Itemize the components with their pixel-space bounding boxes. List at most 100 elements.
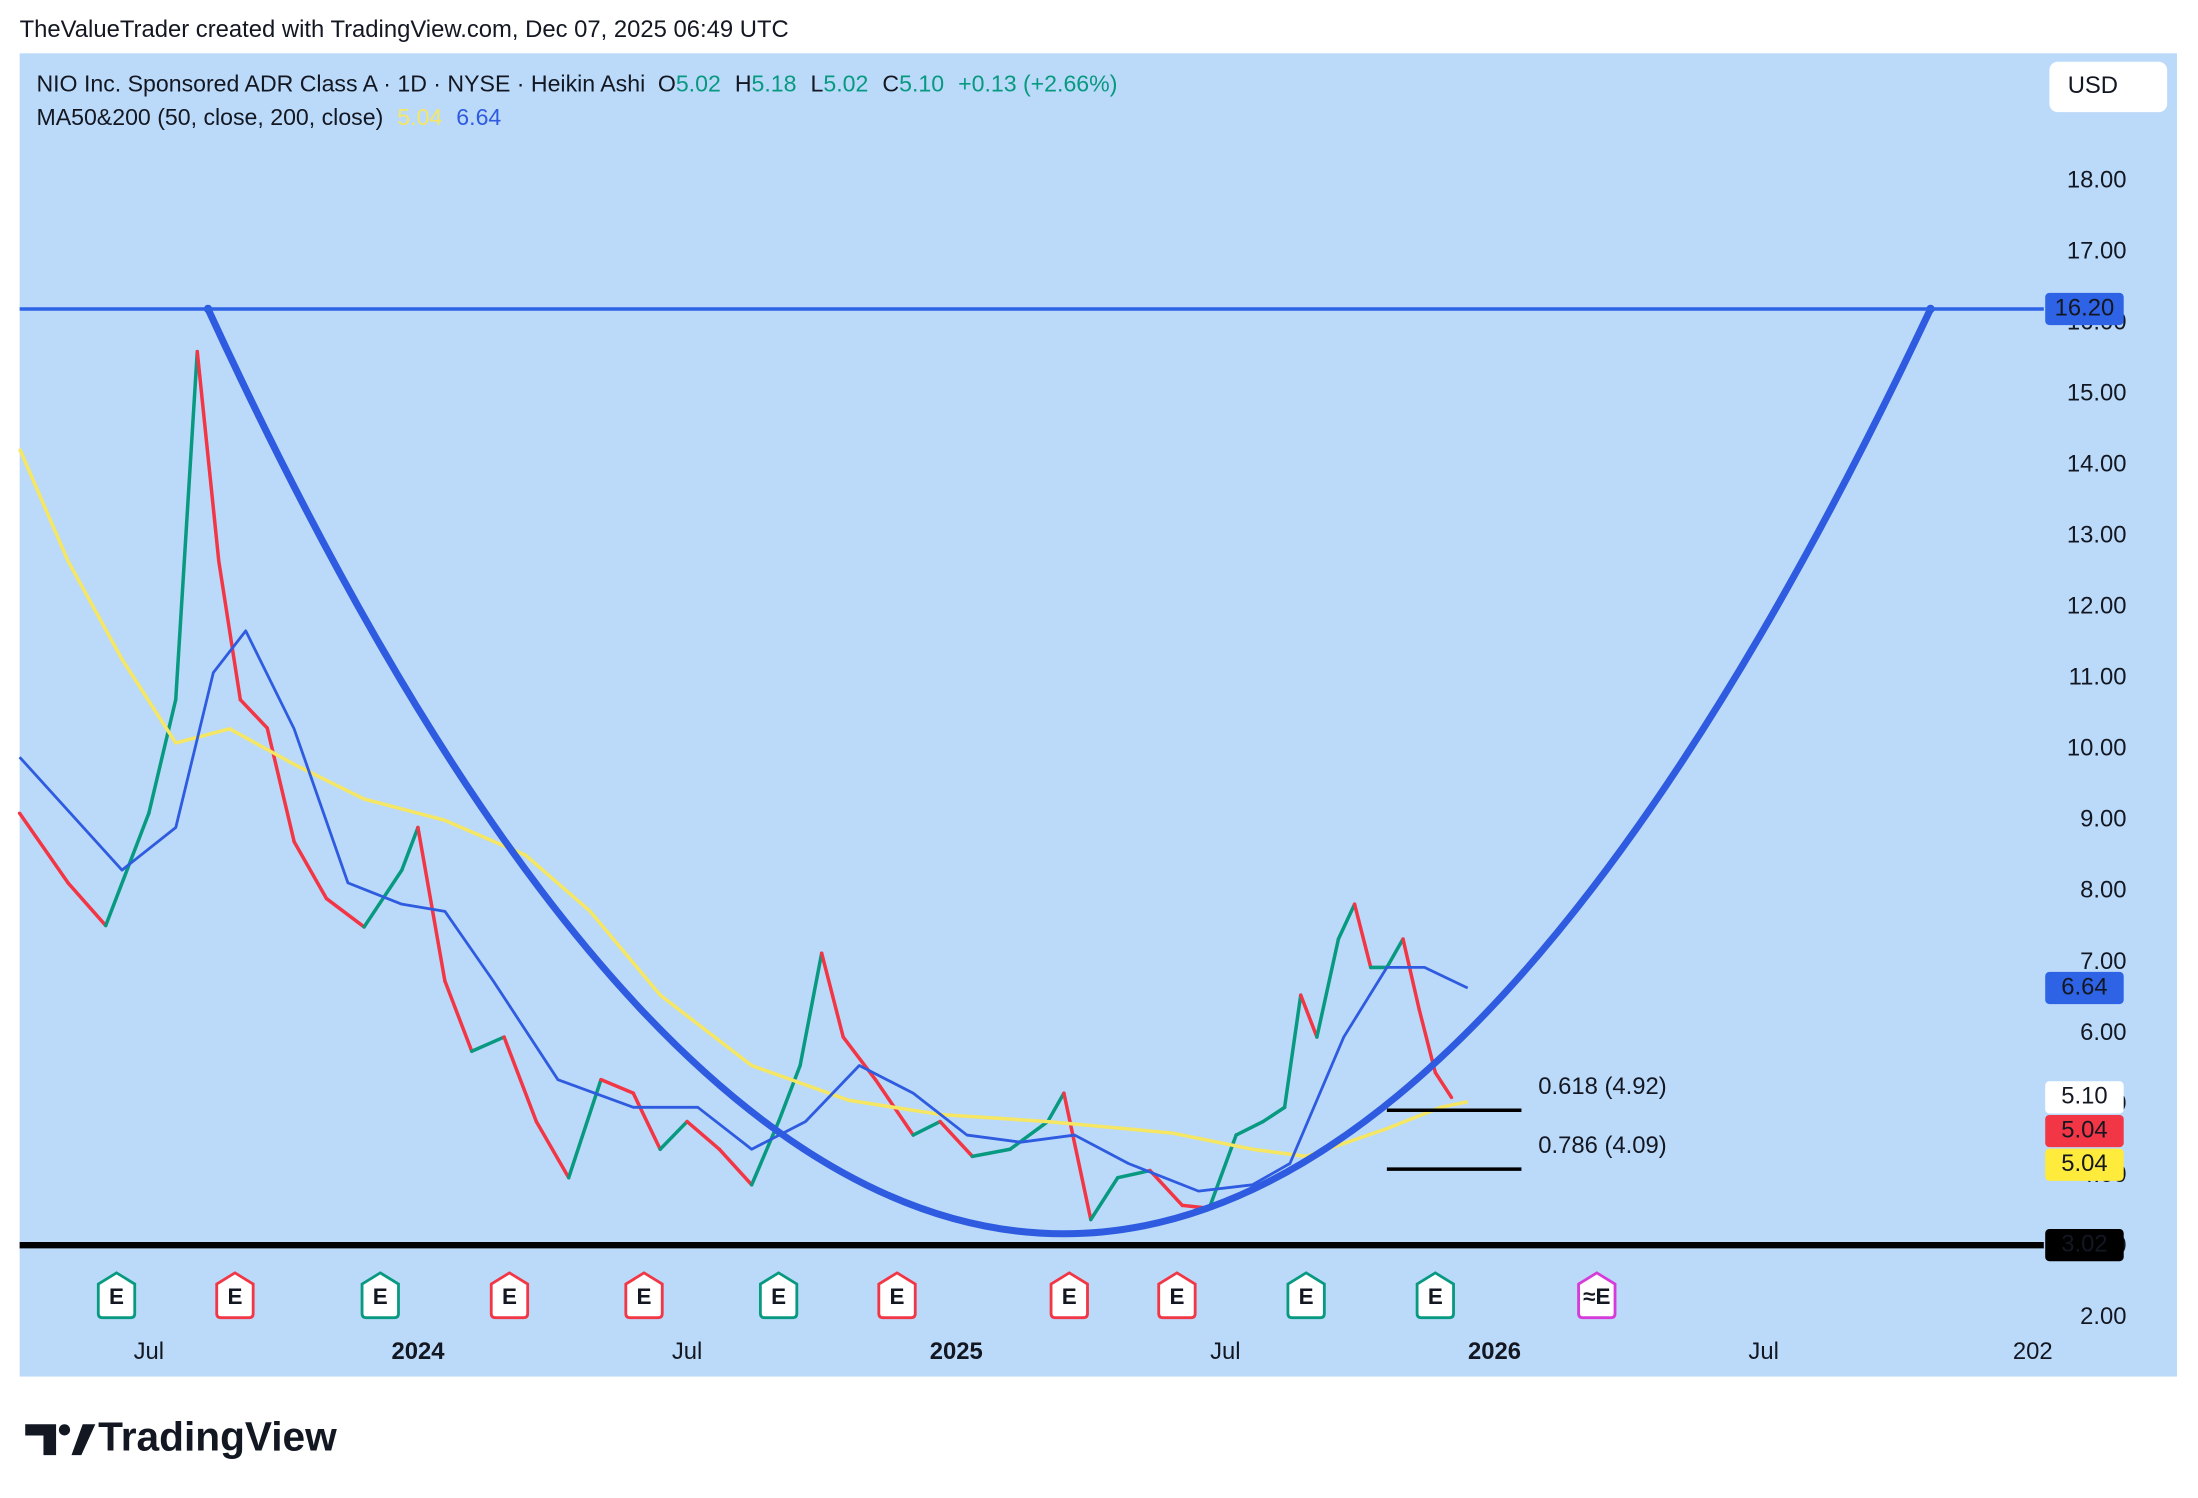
price-segment (819, 951, 845, 1039)
price-segment (798, 951, 824, 1068)
price-segment (685, 1119, 722, 1152)
change: +0.13 (+2.66%) (958, 71, 1117, 97)
earnings-marker[interactable] (96, 1271, 137, 1320)
fib-label: 0.618 (4.92) (1538, 1073, 1667, 1100)
price-segment (938, 1119, 975, 1159)
ohlc-value: 5.02 (823, 71, 868, 97)
price-segment (717, 1147, 754, 1187)
ohlc-value: 5.02 (676, 71, 721, 97)
price-badge-label: 3.02 (2061, 1230, 2107, 1257)
legend-symbol-line: NIO Inc. Sponsored ADR Class A · 1D · NY… (36, 71, 1117, 97)
price-segment (265, 726, 296, 844)
y-tick-label: 18.00 (2067, 166, 2127, 193)
earnings-label: E (1428, 1284, 1443, 1309)
indicator: MA50&200 (50, close, 200, close) (36, 104, 383, 130)
earnings-marker[interactable] (215, 1271, 255, 1320)
price-badge-label: 16.20 (2055, 294, 2115, 321)
earnings-marker[interactable] (1577, 1271, 1617, 1320)
price-segment (1207, 1133, 1238, 1210)
price-segment (1045, 1091, 1066, 1124)
price-segment (1148, 1168, 1185, 1208)
x-tick-label: 2024 (391, 1338, 445, 1365)
y-tick-label: 8.00 (2080, 877, 2126, 904)
price-segment (362, 868, 404, 929)
earnings-label: E (227, 1284, 242, 1309)
y-tick-label: 6.00 (2080, 1019, 2126, 1046)
price-segment (1261, 1105, 1287, 1124)
earnings-label: E (890, 1284, 905, 1309)
earnings-label: E (1169, 1284, 1184, 1309)
ohlc-key: H (735, 71, 752, 97)
earnings-marker[interactable] (877, 1271, 917, 1320)
price-segment (324, 896, 366, 929)
earnings-marker[interactable] (758, 1271, 799, 1320)
fib-label: 0.786 (4.09) (1538, 1132, 1667, 1159)
x-tick-label: 2026 (1468, 1338, 1521, 1365)
price-segment (599, 1077, 636, 1095)
y-tick-label: 14.00 (2067, 451, 2127, 478)
symbol: NIO Inc. Sponsored ADR Class A · 1D · NY… (36, 71, 645, 97)
y-tick-label: 10.00 (2067, 735, 2127, 762)
currency-button[interactable] (2049, 61, 2168, 113)
logo-text: TradingView (98, 1413, 337, 1459)
x-tick-label: 2025 (930, 1338, 983, 1365)
price-segment (443, 979, 474, 1054)
earnings-label: E (502, 1284, 517, 1309)
ohlc-key: C (882, 71, 899, 97)
ohlc-value: 5.10 (899, 71, 944, 97)
price-segment (566, 1077, 603, 1180)
price-segment (470, 1035, 506, 1054)
price-segment (1115, 1168, 1152, 1180)
cup-curve (204, 307, 1934, 1238)
ma200-line (18, 448, 1469, 1159)
y-tick-label: 17.00 (2067, 237, 2127, 264)
earnings-marker[interactable] (1049, 1271, 1089, 1320)
earnings-label: E (637, 1284, 652, 1309)
price-segment (147, 697, 178, 816)
earnings-label: E (373, 1284, 388, 1309)
attribution: TheValueTrader created with TradingView.… (20, 16, 789, 43)
price-segment (534, 1119, 571, 1180)
ohlc-value: 5.18 (752, 71, 797, 97)
price-badge (2045, 1148, 2124, 1181)
y-tick-label: 9.00 (2080, 806, 2126, 833)
y-tick-label: 13.00 (2067, 522, 2127, 549)
earnings-marker[interactable] (489, 1271, 530, 1320)
price-badge-label: 5.04 (2061, 1116, 2107, 1143)
y-tick-label: 12.00 (2067, 593, 2127, 620)
price-segment (1433, 1070, 1454, 1100)
currency[interactable]: USD (2068, 72, 2118, 99)
price-segment (1315, 937, 1341, 1039)
price-segment (776, 1063, 802, 1124)
x-tick-label: Jul (1748, 1338, 1778, 1365)
price-segment (1008, 1119, 1050, 1152)
y-tick-label: 7.00 (2080, 948, 2126, 975)
price-segment (195, 349, 221, 563)
price-badge (2045, 1229, 2124, 1262)
earnings-marker[interactable] (1157, 1271, 1197, 1320)
price-segment (66, 881, 108, 928)
price-segment (1089, 1175, 1120, 1222)
price-segment (1336, 902, 1357, 941)
earnings-marker[interactable] (1286, 1271, 1326, 1320)
earnings-marker[interactable] (624, 1271, 664, 1320)
price-segment (1401, 937, 1421, 1012)
price-segment (631, 1091, 662, 1152)
price-badge-label: 6.64 (2061, 973, 2107, 1000)
price-segment (911, 1119, 942, 1137)
price-segment (1298, 993, 1319, 1039)
earnings-marker[interactable] (1415, 1271, 1455, 1320)
price-segment (658, 1119, 689, 1152)
price-segment (1385, 937, 1405, 970)
price-segment (1282, 993, 1303, 1110)
price-badge-label: 5.10 (2061, 1083, 2107, 1110)
price-segment (238, 697, 269, 730)
y-tick-label: 2.00 (2080, 1303, 2126, 1330)
earnings-marker[interactable] (360, 1271, 400, 1320)
earnings-label: ≈E (1583, 1284, 1610, 1309)
plot: NIO Inc. Sponsored ADR Class A · 1D · NY… (17, 71, 2127, 1365)
x-tick-label: 202 (2013, 1338, 2053, 1365)
price-segment (17, 811, 70, 885)
